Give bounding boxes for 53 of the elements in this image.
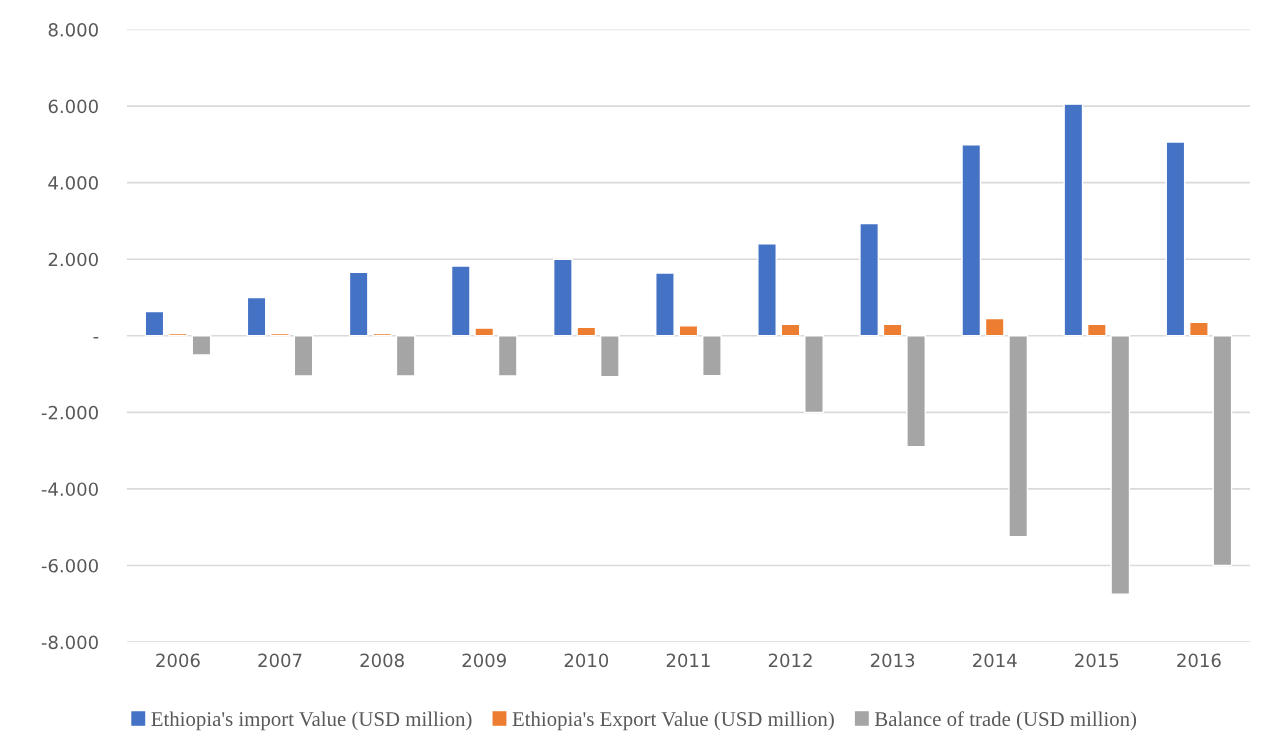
bar [655,272,675,337]
bar [1110,335,1131,595]
x-tick-label: 2010 [564,653,609,668]
x-tick-label: 2008 [360,653,404,668]
bar [576,326,597,337]
x-tick-label: 2006 [156,653,200,668]
legend-label: Ethiopia's Export Value (USD million) [512,711,834,731]
bar [961,144,982,337]
bar [882,323,903,337]
bar [1086,323,1107,337]
bar [348,271,369,337]
x-tick-label: 2014 [973,653,1017,668]
x-tick-label: 2011 [666,653,710,668]
y-tick-label: 2.000 [48,252,98,267]
y-tick-label: 8.000 [48,22,98,37]
bar [144,310,165,337]
bar [450,265,471,337]
y-tick-label: 4.000 [48,176,98,190]
bar [191,335,212,356]
x-tick-label: 2009 [462,653,506,668]
legend-label: Ethiopia's import Value (USD million) [151,711,472,731]
legend-label: Balance of trade (USD million) [874,711,1137,731]
y-tick-label: -6.000 [41,558,98,573]
x-tick-label: 2015 [1075,653,1119,668]
y-tick-label: -2.000 [41,405,98,420]
bar [906,335,926,448]
x-tick-label: 2016 [1177,653,1221,668]
x-tick-label: 2012 [768,653,812,668]
bar [552,258,573,337]
bar [1008,335,1029,538]
y-tick-label: - [93,336,99,339]
y-tick-label: 6.000 [48,99,98,114]
bar [780,323,801,337]
bar [395,335,416,377]
bar [293,335,314,377]
y-tick-label: -4.000 [41,482,98,497]
bar [859,222,880,337]
x-tick-label: 2013 [870,653,915,668]
bar [1063,103,1084,337]
bar [246,296,267,337]
bar [702,335,722,377]
y-tick-label: -8.000 [41,635,98,650]
bar [474,327,495,337]
bar [1189,321,1209,337]
bar [497,335,518,377]
bar [1212,335,1233,567]
bar [1165,141,1186,337]
bar [678,325,699,337]
bar [984,317,1005,337]
bar [804,335,824,414]
bar [599,335,620,378]
bar [757,243,777,337]
x-tick-label: 2007 [258,653,302,668]
